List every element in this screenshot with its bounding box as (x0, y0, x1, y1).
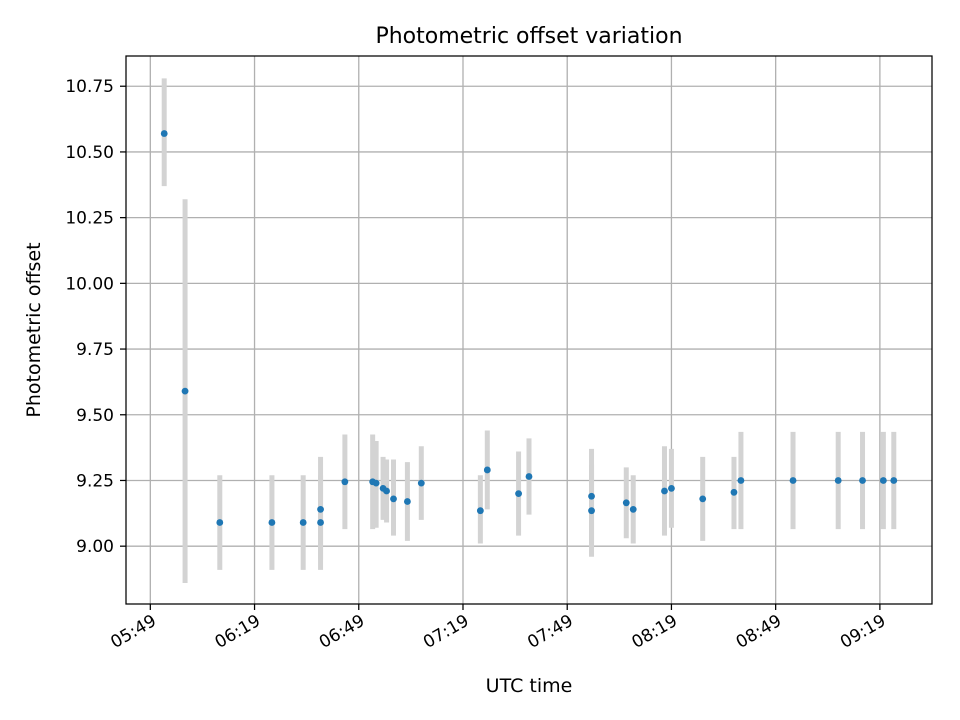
y-axis-ticks: 9.00 9.25 9.50 9.75 10.00 10.25 10.50 10.75 (65, 77, 126, 557)
y-tick-label: 10.25 (65, 209, 114, 229)
y-tick-label: 9.25 (76, 471, 114, 491)
y-tick-label: 10.75 (65, 77, 114, 97)
data-point (699, 495, 707, 503)
data-point (299, 519, 307, 526)
data-point (668, 484, 675, 492)
data-point (216, 519, 224, 526)
data-point (588, 492, 595, 500)
y-tick-label: 9.50 (76, 406, 114, 426)
data-point (160, 130, 168, 137)
data-point (383, 487, 390, 495)
x-axis-label: UTC time (486, 675, 573, 697)
grid (126, 56, 932, 604)
data-point (730, 488, 738, 496)
y-axis-label: Photometric offset (23, 242, 45, 417)
data-point (879, 477, 887, 484)
data-point (417, 479, 425, 487)
data-point (890, 477, 898, 484)
data-point (404, 498, 411, 505)
y-tick-label: 10.50 (65, 143, 114, 163)
data-point (622, 499, 630, 507)
data-point (476, 507, 484, 515)
data-point (834, 477, 842, 484)
data-point (789, 477, 797, 484)
data-point (268, 519, 276, 526)
data-point (629, 505, 637, 513)
y-tick-label: 9.75 (76, 340, 114, 360)
data-point (737, 477, 745, 484)
y-tick-label: 10.00 (65, 274, 114, 294)
data-point (525, 473, 533, 480)
data-points (160, 130, 898, 526)
data-point (515, 490, 522, 498)
plot-frame (125, 55, 933, 605)
data-point (341, 478, 349, 486)
data-point (661, 487, 668, 495)
data-point (372, 479, 380, 487)
data-point (588, 507, 595, 515)
chart-title: Photometric offset variation (375, 24, 682, 49)
data-point (317, 519, 324, 526)
y-tick-label: 9.00 (76, 537, 114, 557)
data-point (317, 505, 324, 513)
data-point (390, 495, 397, 503)
data-point (483, 466, 491, 474)
data-point (181, 387, 189, 395)
data-point (859, 477, 866, 484)
